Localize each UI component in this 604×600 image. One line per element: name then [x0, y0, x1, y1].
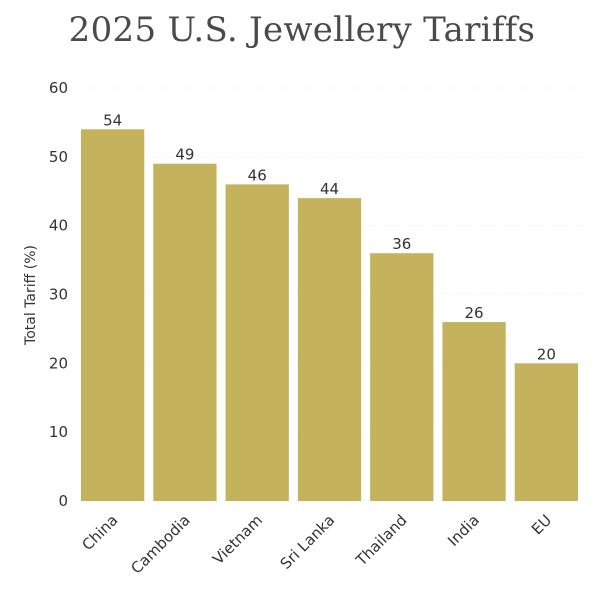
y-axis-ticks: 0 10 20 30 40 50 60: [49, 79, 68, 510]
x-tick-label: EU: [528, 511, 555, 538]
data-label: 44: [320, 180, 339, 198]
data-label: 36: [392, 235, 411, 253]
chart-title: 2025 U.S. Jewellery Tariffs: [68, 10, 536, 50]
bar: [442, 322, 506, 501]
x-tick-label: China: [78, 511, 121, 554]
data-label: 26: [465, 304, 484, 322]
y-tick-label: 10: [49, 423, 68, 441]
y-tick-label: 20: [49, 354, 68, 372]
bar: [514, 363, 578, 501]
x-tick-label: Thailand: [352, 511, 411, 570]
data-label: 46: [248, 166, 267, 184]
y-tick-label: 50: [49, 148, 68, 166]
y-tick-label: 0: [58, 492, 68, 510]
bar: [81, 129, 145, 502]
x-tick-label: Vietnam: [209, 511, 266, 568]
bar: [370, 253, 434, 501]
bars: [81, 129, 578, 502]
data-labels: 54 49 46 44 36 26 20: [103, 111, 556, 363]
x-tick-label: Cambodia: [127, 511, 193, 577]
bar: [225, 184, 289, 501]
data-label: 20: [537, 345, 556, 363]
data-label: 54: [103, 111, 122, 129]
x-axis-ticks: China Cambodia Vietnam Sri Lanka Thailand Ind…: [78, 511, 555, 577]
data-label: 49: [175, 146, 194, 164]
bar: [297, 198, 362, 501]
y-tick-label: 40: [49, 217, 68, 235]
x-tick-label: Sri Lanka: [277, 511, 339, 573]
y-tick-label: 30: [49, 286, 68, 304]
bar: [153, 163, 217, 501]
y-tick-label: 60: [49, 79, 68, 97]
y-axis-label: Total Tariff (%): [23, 245, 39, 346]
x-tick-label: India: [444, 511, 483, 550]
